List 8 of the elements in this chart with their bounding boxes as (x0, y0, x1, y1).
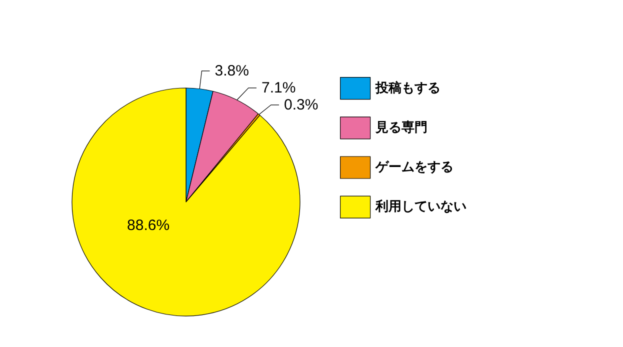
legend-label: ゲームをする (374, 160, 454, 175)
data-label: 88.6% (127, 216, 170, 234)
legend-label: 投稿もする (374, 80, 440, 96)
legend-label: 利用していない (374, 198, 466, 215)
legend-label: 見る専門 (374, 119, 428, 136)
data-label: 0.3% (284, 96, 318, 114)
data-label: 7.1% (261, 79, 296, 96)
data-label: 3.8% (214, 62, 249, 80)
